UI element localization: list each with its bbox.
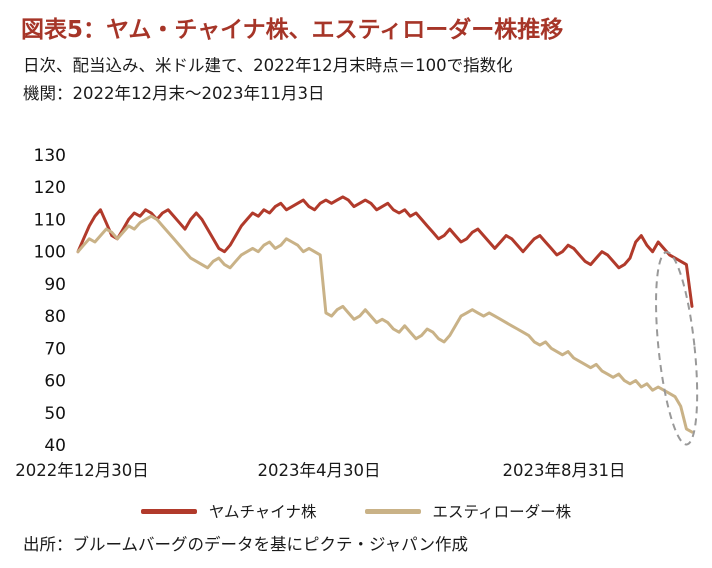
legend-item-yum-china: ヤムチャイナ株: [140, 500, 317, 522]
series-line-estee-lauder: [76, 214, 694, 434]
x-axis-tick-label: 2022年12月30日: [15, 461, 149, 480]
y-axis-tick-label: 100: [34, 243, 66, 263]
legend-item-estee-lauder: エスティローダー株: [364, 500, 572, 522]
y-axis-tick-label: 110: [34, 210, 66, 230]
legend-label-estee-lauder: エスティローダー株: [432, 503, 572, 521]
figure-subtitle-line1: 日次、配当込み、米ドル建て、2022年12月末時点＝100で指数化: [23, 56, 513, 75]
y-axis-tick-label: 60: [44, 372, 66, 392]
x-axis: 2022年12月30日 2023年4月30日 2023年8月31日: [0, 457, 712, 480]
y-axis-tick-label: 120: [34, 178, 66, 198]
figure-subtitle-line2: 機関：2022年12月末～2023年11月3日: [23, 84, 325, 103]
series-line-yum-china: [76, 195, 694, 308]
estee-lauder-line-swatch: [364, 508, 421, 514]
x-axis-tick-label: 2023年8月31日: [502, 461, 626, 480]
chart-legend: ヤムチャイナ株 エスティローダー株: [0, 500, 712, 522]
source-note: 出所：ブルームバーグのデータを基にピクテ・ジャパン作成: [23, 535, 469, 554]
y-axis-tick-label: 40: [44, 436, 66, 456]
y-axis-tick-label: 130: [34, 146, 66, 166]
y-axis-tick-label: 90: [44, 275, 66, 295]
y-axis-tick-label: 80: [44, 307, 66, 327]
highlight-ellipse: [655, 251, 699, 446]
y-axis-tick-label: 50: [44, 404, 66, 424]
figure-title: 図表5：ヤム・チャイナ株、エスティローダー株推移: [21, 17, 564, 43]
yum-china-line-swatch: [140, 508, 197, 514]
chart-canvas: 130 120 110 100 90 80 70 60 50 40: [34, 146, 699, 456]
x-axis-tick-label: 2023年4月30日: [257, 461, 381, 480]
y-axis-tick-label: 70: [44, 339, 66, 359]
line-chart: 130 120 110 100 90 80 70 60 50 40: [0, 145, 712, 465]
legend-label-yum-china: ヤムチャイナ株: [208, 503, 317, 521]
